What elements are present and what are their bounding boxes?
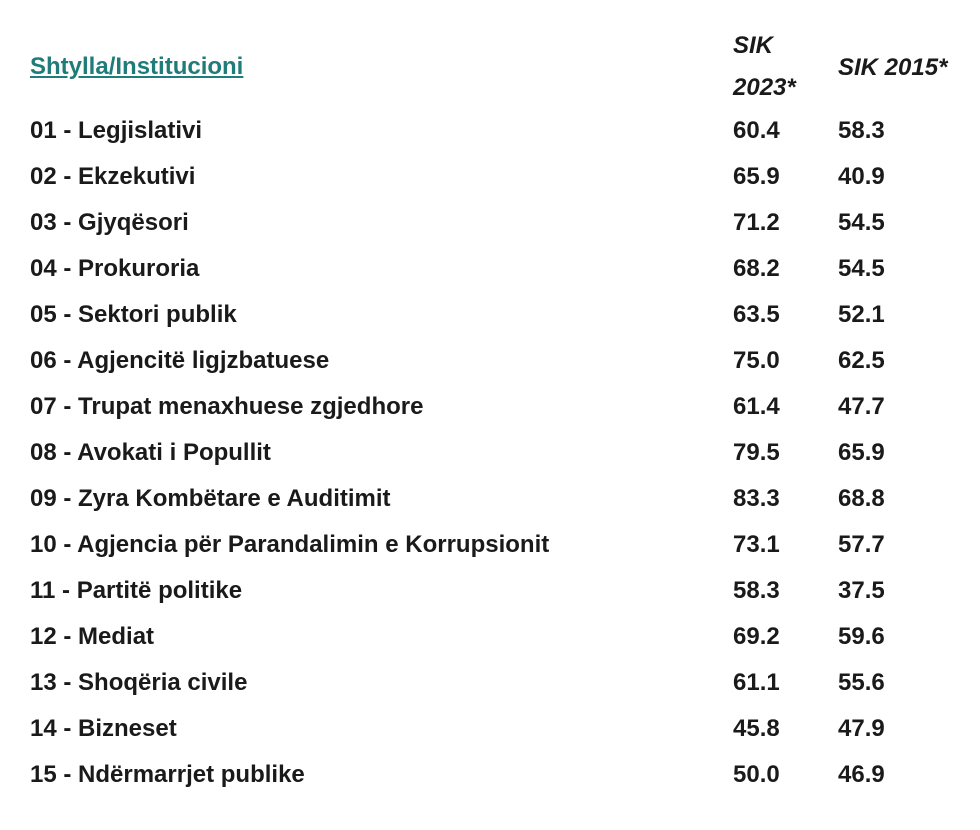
value-sik-2015: 65.9	[838, 439, 885, 466]
value-sik-2015: 47.9	[838, 715, 885, 742]
value-sik-2015: 52.1	[838, 301, 885, 328]
table-row: 05 - Sektori publik 63.5 52.1	[30, 292, 970, 338]
value-sik-2023: 75.0	[733, 347, 780, 374]
table-row: 13 - Shoqëria civile 61.1 55.6	[30, 660, 970, 706]
table-row: 07 - Trupat menaxhuese zgjedhore 61.4 47.7	[30, 384, 970, 430]
row-label: 07 - Trupat menaxhuese zgjedhore	[30, 393, 424, 420]
value-sik-2015: 68.8	[838, 485, 885, 512]
value-sik-2015: 54.5	[838, 255, 885, 282]
table-row: 01 - Legjislativi 60.4 58.3	[30, 108, 970, 154]
row-label: 10 - Agjencia për Parandalimin e Korrups…	[30, 531, 550, 558]
row-label: 15 - Ndërmarrjet publike	[30, 761, 305, 788]
value-sik-2023: 83.3	[733, 485, 780, 512]
table-row: 03 - Gjyqësori 71.2 54.5	[30, 200, 970, 246]
table-row: 06 - Agjencitë ligjzbatuese 75.0 62.5	[30, 338, 970, 384]
row-label: 02 - Ekzekutivi	[30, 163, 196, 190]
table-row: 08 - Avokati i Popullit 79.5 65.9	[30, 430, 970, 476]
value-sik-2015: 40.9	[838, 163, 885, 190]
table-row: 09 - Zyra Kombëtare e Auditimit 83.3 68.8	[30, 476, 970, 522]
table-row: 12 - Mediat 69.2 59.6	[30, 614, 970, 660]
row-label: 06 - Agjencitë ligjzbatuese	[30, 347, 330, 374]
value-sik-2015: 62.5	[838, 347, 885, 374]
column-header-sik-2023[interactable]: SIK 2023*	[733, 25, 823, 109]
value-sik-2023: 71.2	[733, 209, 780, 236]
value-sik-2023: 65.9	[733, 163, 780, 190]
value-sik-2015: 59.6	[838, 623, 885, 650]
value-sik-2023: 69.2	[733, 623, 780, 650]
value-sik-2023: 68.2	[733, 255, 780, 282]
value-sik-2023: 79.5	[733, 439, 780, 466]
value-sik-2015: 46.9	[838, 761, 885, 788]
value-sik-2015: 37.5	[838, 577, 885, 604]
column-header-sik-2015[interactable]: SIK 2015*	[838, 54, 948, 81]
table-row: 10 - Agjencia për Parandalimin e Korrups…	[30, 522, 970, 568]
table-body: 01 - Legjislativi 60.4 58.3 02 - Ekzekutivi…	[30, 108, 970, 798]
row-label: 14 - Bizneset	[30, 715, 177, 742]
column-header-sik-2023-line2: 2023*	[733, 74, 796, 101]
table-row: 14 - Bizneset 45.8 47.9	[30, 706, 970, 752]
table-row: 02 - Ekzekutivi 65.9 40.9	[30, 154, 970, 200]
value-sik-2023: 60.4	[733, 117, 780, 144]
value-sik-2015: 58.3	[838, 117, 885, 144]
value-sik-2023: 45.8	[733, 715, 780, 742]
row-label: 11 - Partitë politike	[30, 577, 243, 604]
row-label: 12 - Mediat	[30, 623, 155, 650]
table-row: 04 - Prokuroria 68.2 54.5	[30, 246, 970, 292]
column-header-sik-2023-line1: SIK	[733, 32, 774, 59]
row-label: 13 - Shoqëria civile	[30, 669, 248, 696]
value-sik-2023: 73.1	[733, 531, 780, 558]
value-sik-2015: 57.7	[838, 531, 885, 558]
table-row: 15 - Ndërmarrjet publike 50.0 46.9	[30, 752, 970, 798]
value-sik-2023: 61.1	[733, 669, 780, 696]
row-label: 03 - Gjyqësori	[30, 209, 189, 236]
value-sik-2015: 54.5	[838, 209, 885, 236]
value-sik-2023: 61.4	[733, 393, 780, 420]
value-sik-2023: 50.0	[733, 761, 780, 788]
row-label: 09 - Zyra Kombëtare e Auditimit	[30, 485, 391, 512]
column-header-institution-link[interactable]: Shtylla/Institucioni	[30, 53, 244, 80]
row-label: 04 - Prokuroria	[30, 255, 200, 282]
value-sik-2023: 63.5	[733, 301, 780, 328]
value-sik-2023: 58.3	[733, 577, 780, 604]
row-label: 01 - Legjislativi	[30, 117, 203, 144]
table-row: 11 - Partitë politike 58.3 37.5	[30, 568, 970, 614]
value-sik-2015: 47.7	[838, 393, 885, 420]
row-label: 08 - Avokati i Popullit	[30, 439, 271, 466]
value-sik-2015: 55.6	[838, 669, 885, 696]
row-label: 05 - Sektori publik	[30, 301, 237, 328]
